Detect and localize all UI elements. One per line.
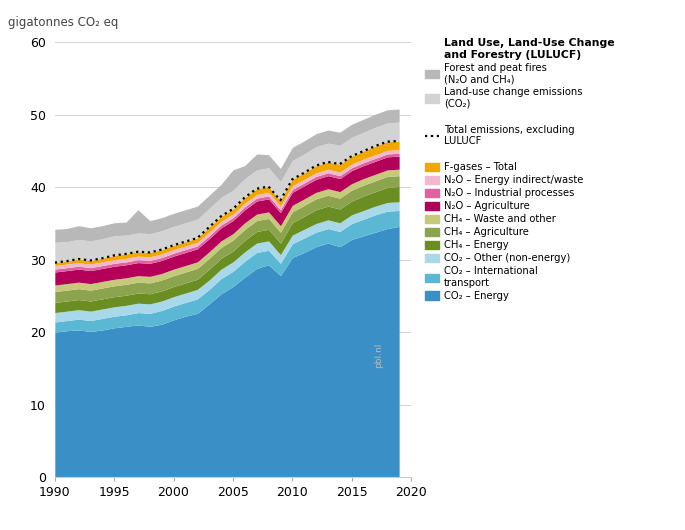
Legend: Land Use, Land-Use Change
and Forestry (LULUCF), Forest and peat fires
(N₂O and : Land Use, Land-Use Change and Forestry (… [425, 38, 615, 301]
Text: pbl.nl: pbl.nl [375, 343, 384, 368]
Text: gigatonnes CO₂ eq: gigatonnes CO₂ eq [8, 16, 119, 29]
